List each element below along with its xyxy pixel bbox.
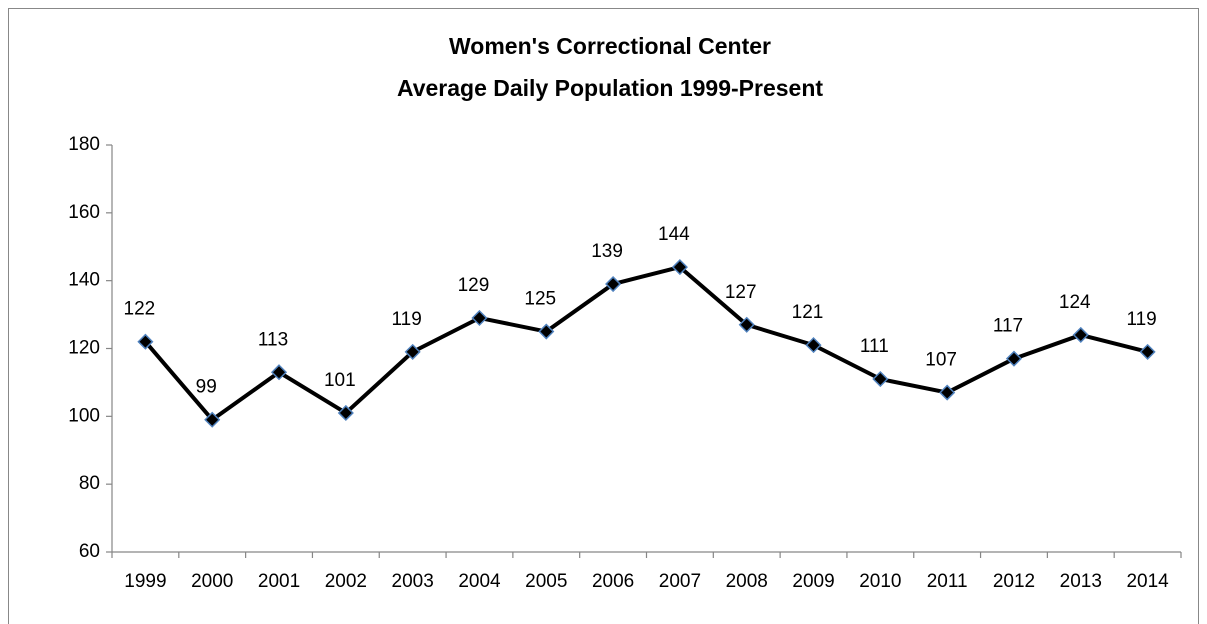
data-label: 113	[258, 329, 288, 350]
x-tick-label: 2004	[458, 571, 501, 592]
marker	[538, 323, 555, 340]
marker	[204, 411, 221, 428]
marker	[738, 316, 755, 333]
marker	[939, 384, 956, 401]
x-tick-label: 2011	[927, 571, 968, 592]
data-label: 129	[458, 275, 490, 296]
data-label: 127	[725, 282, 757, 303]
y-tick-label: 100	[68, 405, 100, 426]
data-label: 121	[792, 302, 824, 323]
data-label: 107	[925, 350, 957, 371]
x-tick-label: 2002	[325, 571, 367, 592]
marker	[805, 337, 822, 354]
x-tick-label: 2008	[726, 571, 768, 592]
x-tick-label: 2001	[258, 571, 300, 592]
x-tick-label: 1999	[124, 571, 166, 592]
y-tick-label: 120	[68, 338, 100, 359]
x-tick-label: 2014	[1126, 571, 1169, 592]
data-label: 124	[1059, 292, 1091, 313]
marker	[137, 333, 154, 350]
marker	[404, 343, 421, 360]
y-tick-label: 140	[68, 270, 100, 291]
x-tick-label: 2005	[525, 571, 567, 592]
x-tick-label: 2003	[392, 571, 434, 592]
y-tick-label: 80	[79, 473, 100, 494]
marker	[337, 404, 354, 422]
data-label: 101	[324, 370, 356, 391]
marker	[872, 370, 889, 388]
marker	[1072, 326, 1089, 343]
line	[143, 265, 1149, 422]
x-tick-label: 2006	[592, 571, 634, 592]
data-label: 144	[658, 224, 690, 245]
chart-subtitle: Average Daily Population 1999-Present	[397, 75, 823, 101]
data-label: 139	[591, 241, 623, 262]
y-tick-label: 160	[68, 202, 100, 223]
marker	[471, 309, 488, 327]
x-tick-label: 2007	[659, 571, 701, 592]
marker	[1139, 343, 1156, 360]
y-tick-label: 180	[68, 134, 100, 155]
data-label: 111	[860, 336, 889, 357]
marker	[270, 364, 288, 381]
marker	[1005, 350, 1023, 367]
marker	[605, 275, 622, 293]
x-tick-label: 2009	[792, 571, 834, 592]
data-label: 117	[993, 316, 1023, 337]
marker	[671, 259, 688, 276]
data-label: 125	[524, 289, 556, 310]
x-tick-label: 2000	[191, 571, 233, 592]
x-tick-label: 2012	[993, 571, 1035, 592]
data-label: 119	[1126, 309, 1156, 330]
x-tick-label: 2013	[1060, 571, 1102, 592]
x-tick-label: 2010	[859, 571, 901, 592]
y-tick-label: 60	[79, 541, 100, 562]
chart-title: Women's Correctional Center	[449, 33, 771, 59]
chart-border	[8, 8, 1199, 624]
data-label: 99	[196, 377, 217, 398]
data-label: 122	[124, 299, 156, 320]
data-label: 119	[392, 309, 422, 330]
